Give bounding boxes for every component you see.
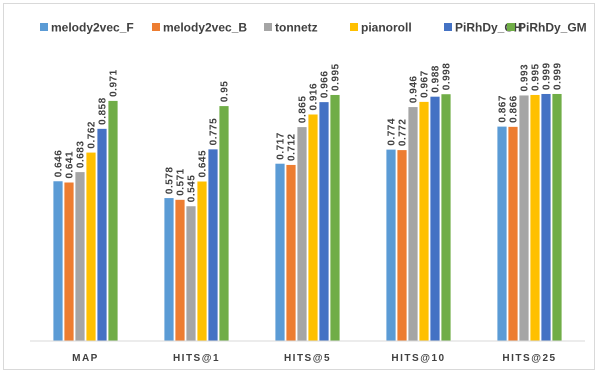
legend-label: melody2vec_F [51, 21, 134, 35]
value-label: 0.916 [309, 83, 320, 111]
value-label: 0.683 [76, 141, 87, 169]
value-label: 0.995 [531, 63, 542, 91]
value-label: 0.995 [331, 63, 342, 91]
value-label: 0.641 [65, 151, 76, 179]
category-label: HITS@5 [284, 353, 331, 364]
value-label: 0.858 [98, 97, 109, 125]
category-labels: MAP HITS@1 HITS@5 HITS@10 HITS@25 [72, 353, 556, 364]
value-label: 0.774 [387, 118, 398, 146]
value-label: 0.545 [187, 175, 198, 203]
legend-swatch [350, 23, 358, 31]
value-label: 0.712 [287, 133, 298, 161]
value-label: 0.993 [520, 64, 531, 92]
value-label: 0.762 [87, 121, 98, 149]
legend-label: tonnetz [275, 21, 318, 35]
bar-PiRhDy_GH-HITS@1 [208, 149, 218, 341]
bar-PiRhDy_GH-HITS@5 [319, 102, 329, 341]
value-label: 0.966 [320, 71, 331, 99]
value-label: 0.971 [109, 69, 120, 97]
legend-label: PiRhDy_GH [455, 21, 522, 35]
value-label: 0.578 [165, 167, 176, 195]
bar-pianoroll-MAP [86, 152, 96, 341]
category-label: HITS@1 [173, 353, 220, 364]
bar-PiRhDy_GM-MAP [108, 100, 118, 342]
value-label: 0.946 [409, 76, 420, 104]
value-label: 0.988 [431, 65, 442, 93]
bar-melody2vec_B-HITS@10 [397, 150, 407, 341]
bars [53, 93, 562, 342]
legend-swatch [444, 23, 452, 31]
category-label: HITS@10 [391, 353, 445, 364]
value-label: 0.646 [54, 150, 65, 178]
value-label: 0.571 [176, 168, 187, 196]
bar-PiRhDy_GH-HITS@25 [541, 93, 551, 341]
value-label: 0.717 [276, 132, 287, 160]
value-label: 0.865 [298, 96, 309, 124]
bar-tonnetz-HITS@1 [186, 206, 196, 341]
legend-swatch [152, 23, 160, 31]
bar-melody2vec_B-MAP [64, 182, 74, 341]
bar-melody2vec_B-HITS@1 [175, 199, 185, 341]
bar-pianoroll-HITS@10 [419, 101, 429, 341]
category-label: HITS@25 [502, 353, 556, 364]
value-label: 0.95 [220, 81, 231, 102]
bar-pianoroll-HITS@1 [197, 181, 207, 341]
legend-swatch [264, 23, 272, 31]
bar-melody2vec_F-HITS@10 [386, 149, 396, 341]
legend-label: pianoroll [361, 21, 412, 35]
bar-melody2vec_B-HITS@5 [286, 164, 296, 341]
legend: melody2vec_F melody2vec_B tonnetz pianoroll… [40, 21, 587, 35]
bar-tonnetz-HITS@25 [519, 95, 529, 342]
category-label: MAP [72, 353, 99, 364]
value-label: 0.772 [398, 119, 409, 147]
bar-pianoroll-HITS@25 [530, 94, 540, 342]
value-label: 0.866 [509, 95, 520, 123]
bar-melody2vec_F-MAP [53, 181, 63, 341]
bar-PiRhDy_GH-MAP [97, 128, 107, 341]
value-label: 0.999 [542, 62, 553, 90]
value-label: 0.867 [498, 95, 509, 123]
legend-label: PiRhDy_GM [518, 21, 587, 35]
bar-PiRhDy_GM-HITS@1 [219, 106, 229, 341]
value-label: 0.998 [442, 63, 453, 91]
bar-tonnetz-HITS@5 [297, 127, 307, 341]
legend-label: melody2vec_B [163, 21, 247, 35]
bar-melody2vec_F-HITS@5 [275, 163, 285, 341]
value-label: 0.775 [209, 118, 220, 146]
bar-melody2vec_F-HITS@1 [164, 198, 174, 341]
value-label: 0.999 [553, 62, 564, 90]
value-label: 0.645 [198, 150, 209, 178]
bar-melody2vec_B-HITS@25 [508, 126, 518, 341]
bar-PiRhDy_GH-HITS@10 [430, 96, 440, 341]
bar-pianoroll-HITS@5 [308, 114, 318, 341]
value-label: 0.967 [420, 70, 431, 98]
bar-tonnetz-MAP [75, 172, 85, 341]
bar-PiRhDy_GM-HITS@25 [552, 93, 562, 341]
bar-PiRhDy_GM-HITS@5 [330, 94, 340, 342]
bar-tonnetz-HITS@10 [408, 107, 418, 341]
legend-swatch [40, 23, 48, 31]
bar-PiRhDy_GM-HITS@10 [441, 94, 451, 341]
legend-swatch [507, 23, 515, 31]
bar-melody2vec_F-HITS@25 [497, 126, 507, 341]
